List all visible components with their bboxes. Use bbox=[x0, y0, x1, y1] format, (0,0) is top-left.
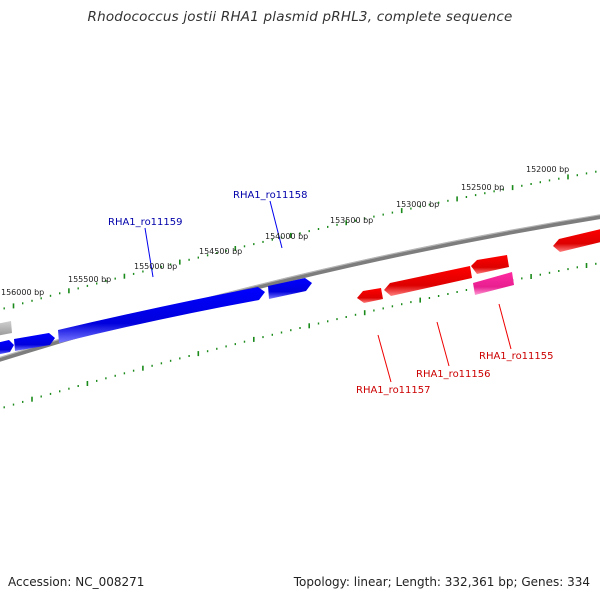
forward-genes bbox=[0, 278, 312, 355]
ruler-label: 153500 bp bbox=[330, 216, 373, 225]
gene-forward[interactable] bbox=[268, 278, 312, 299]
gene-forward[interactable] bbox=[14, 333, 55, 351]
accession-text: Accession: NC_008271 bbox=[8, 575, 145, 589]
ruler-label: 152500 bp bbox=[461, 183, 504, 192]
gene-forward[interactable] bbox=[0, 340, 14, 355]
gene-callouts bbox=[144, 200, 512, 383]
ruler-label: 154000 bp bbox=[265, 232, 308, 241]
gene-reverse-highlight[interactable] bbox=[473, 272, 514, 295]
upper-ruler bbox=[3, 170, 597, 310]
gene-label[interactable]: RHA1_ro11157 bbox=[356, 385, 431, 396]
ruler-label: 155500 bp bbox=[68, 275, 111, 284]
ruler-label: 156000 bp bbox=[1, 288, 44, 297]
reverse-genes bbox=[357, 228, 600, 303]
ruler-label: 153000 bp bbox=[396, 200, 439, 209]
gene-label[interactable]: RHA1_ro11158 bbox=[233, 190, 308, 201]
ruler-label: 155000 bp bbox=[134, 262, 177, 271]
gene-label[interactable]: RHA1_ro11159 bbox=[108, 217, 183, 228]
gene-reverse[interactable] bbox=[553, 228, 600, 252]
gene-labels: RHA1_ro11159 RHA1_ro11158 RHA1_ro11157 R… bbox=[108, 190, 554, 396]
ruler-label: 152000 bp bbox=[526, 165, 569, 174]
map-title: Rhodococcus jostii RHA1 plasmid pRHL3, c… bbox=[87, 9, 513, 25]
gene-reverse[interactable] bbox=[471, 255, 509, 274]
topology-text: Topology: linear; Length: 332,361 bp; Ge… bbox=[293, 575, 590, 589]
gene-label[interactable]: RHA1_ro11156 bbox=[416, 369, 491, 380]
gene-forward[interactable] bbox=[58, 287, 265, 343]
gene-label[interactable]: RHA1_ro11155 bbox=[479, 351, 554, 362]
gene-grey[interactable] bbox=[0, 321, 12, 336]
ruler-labels: 156000 bp 155500 bp 155000 bp 154500 bp … bbox=[1, 165, 569, 297]
ruler-label: 154500 bp bbox=[199, 247, 242, 256]
gene-reverse[interactable] bbox=[384, 266, 472, 296]
gene-reverse[interactable] bbox=[357, 288, 383, 303]
